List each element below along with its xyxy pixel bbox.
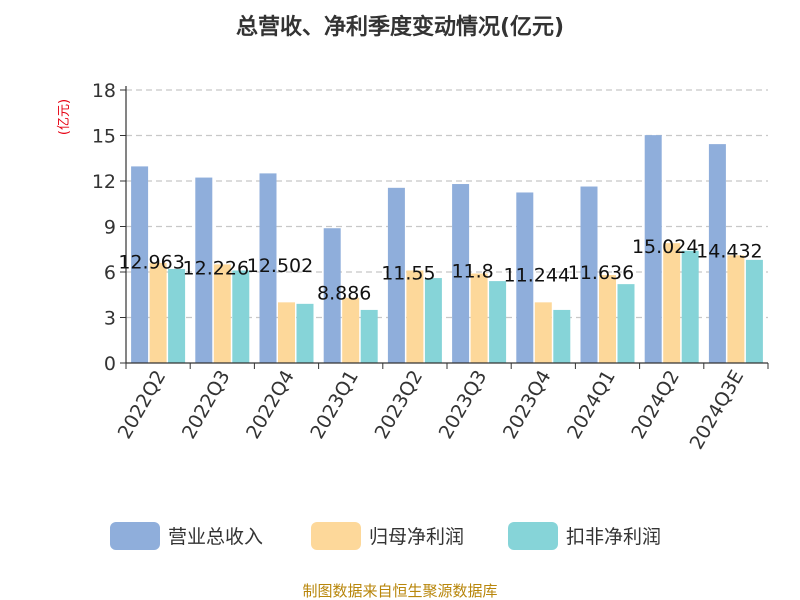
bar-归母净利润-2024Q2 — [663, 243, 681, 363]
bar-营业总收入-2022Q2 — [131, 166, 149, 363]
bar-归母净利润-2024Q1 — [599, 275, 616, 363]
x-tick-label: 2024Q2 — [627, 367, 684, 443]
x-axis-ticks: 2022Q2 2022Q3 2022Q4 2023Q1 2023Q2 2023Q3 2023… — [114, 363, 769, 454]
bar-扣非净利润-2023Q3 — [489, 281, 507, 363]
bar-扣非净利润-2022Q4 — [296, 303, 314, 363]
y-tick-label: 3 — [104, 308, 116, 330]
y-tick-label: 15 — [92, 126, 116, 148]
y-tick-label: 12 — [92, 171, 116, 193]
x-tick-label: 2022Q4 — [242, 367, 299, 443]
bar-归母净利润-2023Q4 — [534, 302, 552, 363]
legend-label: 营业总收入 — [168, 526, 263, 548]
bars — [131, 135, 763, 363]
bar-归母净利润-2022Q2 — [149, 262, 167, 363]
x-tick-label: 2023Q4 — [499, 367, 556, 443]
data-label: 8.886 — [317, 283, 371, 305]
data-label: 12.502 — [247, 255, 313, 277]
bar-归母净利润-2024Q3E — [727, 255, 745, 363]
bar-扣非净利润-2024Q3E — [745, 259, 763, 363]
bar-扣非净利润-2024Q2 — [681, 250, 699, 363]
data-label: 11.55 — [381, 262, 435, 284]
bar-营业总收入-2024Q2 — [644, 135, 662, 363]
x-tick-label: 2022Q3 — [178, 367, 235, 443]
bar-扣非净利润-2023Q4 — [553, 309, 571, 363]
bar-扣非净利润-2023Q1 — [360, 309, 378, 363]
chart-title: 总营收、净利季度变动情况(亿元) — [236, 14, 564, 40]
x-tick-label: 2024Q1 — [563, 367, 620, 443]
data-label: 15.024 — [632, 236, 698, 258]
bar-扣非净利润-2024Q1 — [617, 284, 635, 363]
data-label: 14.432 — [696, 241, 762, 263]
legend-swatch-归母净利润 — [311, 522, 361, 550]
source-note: 制图数据来自恒生聚源数据库 — [302, 582, 497, 600]
bar-归母净利润-2023Q2 — [406, 270, 424, 363]
bar-归母净利润-2023Q1 — [342, 297, 360, 363]
data-label: 11.8 — [451, 261, 493, 283]
bar-营业总收入-2024Q1 — [580, 186, 598, 363]
x-tick-label: 2023Q2 — [370, 367, 427, 443]
y-tick-label: 9 — [104, 217, 116, 239]
data-label: 11.244 — [504, 265, 570, 287]
x-tick-label: 2024Q3E — [685, 367, 748, 454]
y-tick-label: 6 — [104, 262, 116, 284]
bar-归母净利润-2022Q4 — [278, 302, 295, 363]
legend-label: 扣非净利润 — [566, 526, 661, 548]
bar-营业总收入-2022Q4 — [259, 173, 277, 363]
bar-营业总收入-2023Q3 — [452, 184, 470, 363]
legend-swatch-扣非净利润 — [508, 522, 558, 550]
x-tick-label: 2022Q2 — [114, 367, 171, 443]
bar-营业总收入-2022Q3 — [195, 177, 213, 363]
x-tick-label: 2023Q1 — [306, 367, 363, 443]
bar-归母净利润-2023Q3 — [470, 273, 488, 363]
bar-归母净利润-2022Q3 — [213, 264, 231, 363]
bar-营业总收入-2023Q4 — [516, 192, 534, 363]
bar-扣非净利润-2022Q2 — [168, 268, 186, 363]
bar-营业总收入-2023Q2 — [387, 187, 405, 363]
bar-扣非净利润-2023Q2 — [424, 278, 442, 363]
data-label: 12.226 — [183, 257, 249, 279]
bar-营业总收入-2024Q3E — [708, 144, 726, 363]
legend-swatch-营业总收入 — [110, 522, 160, 550]
y-axis-label: (亿元) — [57, 99, 72, 135]
legend: 营业总收入 归母净利润 扣非净利润 — [110, 522, 661, 550]
bar-营业总收入-2023Q1 — [323, 228, 341, 363]
data-label: 12.963 — [118, 252, 184, 274]
bar-扣非净利润-2022Q3 — [232, 270, 250, 363]
legend-label: 归母净利润 — [369, 526, 464, 548]
x-tick-label: 2023Q3 — [435, 367, 492, 443]
y-tick-label: 0 — [104, 353, 116, 375]
y-axis-ticks: 0 3 6 9 12 15 18 — [92, 80, 126, 375]
y-tick-label: 18 — [92, 80, 116, 102]
data-label: 11.636 — [568, 262, 634, 284]
